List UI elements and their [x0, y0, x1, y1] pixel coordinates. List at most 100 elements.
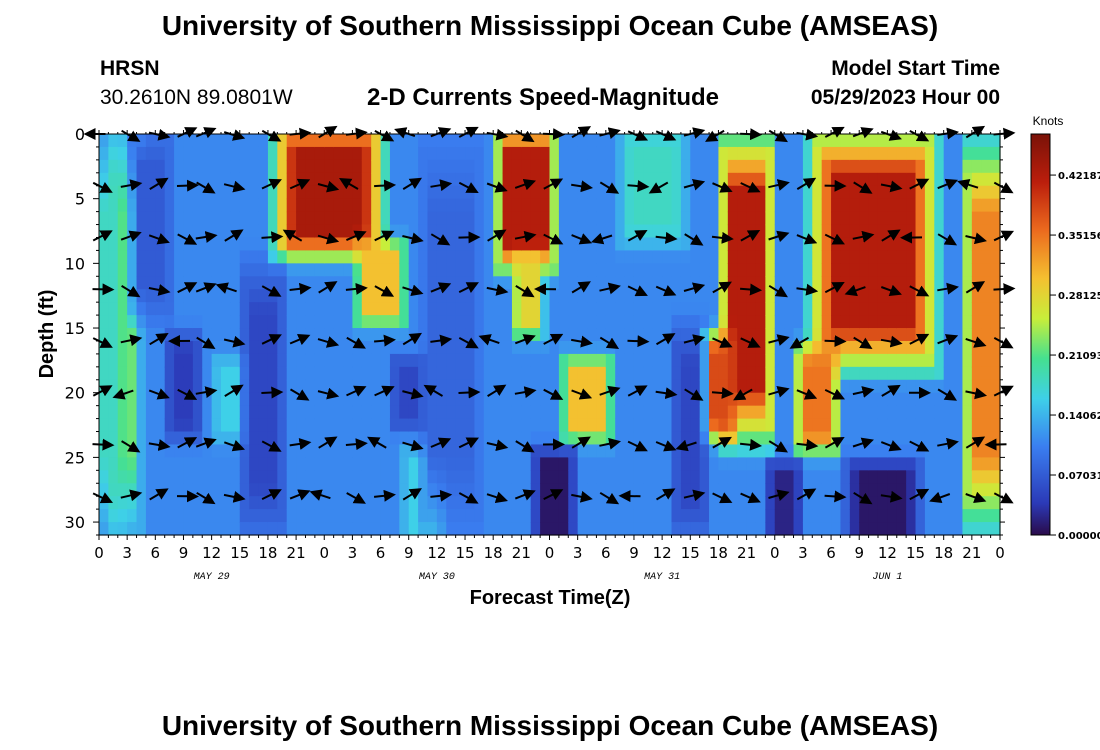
heatmap-cell: [455, 211, 466, 226]
heatmap-cell: [690, 302, 701, 316]
heatmap-cell: [540, 146, 551, 161]
heatmap-cell: [906, 224, 917, 239]
heatmap-cell: [896, 444, 907, 458]
current-arrow: [937, 282, 959, 295]
heatmap-cell: [230, 185, 241, 200]
x-tick-label: 3: [348, 544, 358, 562]
heatmap-cell: [474, 172, 485, 187]
heatmap-cell: [183, 159, 194, 174]
heatmap-cell: [774, 250, 785, 264]
x-tick-label: 12: [878, 544, 897, 562]
heatmap-cell: [652, 366, 663, 381]
heatmap-cell: [221, 366, 231, 381]
heatmap-cell: [896, 366, 907, 381]
heatmap-cell: [953, 366, 964, 381]
heatmap-cell: [633, 353, 644, 368]
heatmap-cell: [784, 146, 795, 161]
y-tick-label: 20: [65, 384, 85, 403]
heatmap-cell: [943, 302, 954, 316]
heatmap-cell: [164, 146, 175, 161]
heatmap-cell: [530, 496, 541, 510]
heatmap-cell: [427, 392, 438, 407]
heatmap-cell: [615, 185, 626, 200]
heatmap-cell: [887, 457, 898, 471]
heatmap-cell: [662, 224, 673, 239]
heatmap-cell: [502, 444, 513, 458]
heatmap-cell: [802, 496, 813, 510]
heatmap-cell: [230, 237, 241, 252]
heatmap-cell: [221, 405, 231, 420]
heatmap-cell: [990, 198, 1001, 213]
heatmap-cell: [483, 457, 494, 471]
heatmap-cell: [427, 211, 438, 226]
heatmap-cell: [615, 211, 626, 226]
heatmap-cell: [802, 302, 813, 316]
heatmap-cell: [305, 405, 316, 420]
heatmap-cell: [877, 522, 888, 536]
heatmap-cell: [540, 289, 551, 303]
heatmap-cell: [483, 418, 494, 433]
heatmap-cell: [981, 457, 992, 471]
heatmap-cell: [239, 444, 250, 458]
heatmap-cell: [587, 431, 598, 446]
current-arrow: [402, 177, 423, 190]
heatmap-cell: [511, 366, 522, 381]
heatmap-cell: [277, 496, 288, 510]
heatmap-cell: [127, 379, 138, 394]
current-arrow: [215, 282, 237, 294]
heatmap-cell: [784, 431, 795, 446]
heatmap-cell: [174, 250, 185, 264]
heatmap-cell: [943, 340, 954, 355]
heatmap-cell: [343, 483, 354, 497]
current-arrow: [627, 440, 648, 452]
heatmap-cell: [680, 509, 691, 523]
heatmap-cell: [333, 237, 344, 252]
heatmap-cell: [221, 470, 231, 484]
heatmap-cell: [981, 172, 992, 187]
heatmap-cell: [605, 263, 616, 277]
heatmap-cell: [145, 224, 156, 239]
current-arrow: [430, 282, 452, 294]
heatmap-cell: [211, 224, 222, 239]
heatmap-cell: [643, 224, 654, 239]
heatmap-cell: [418, 379, 429, 394]
heatmap-cell: [164, 379, 175, 394]
heatmap-cell: [896, 185, 907, 200]
heatmap-cell: [727, 134, 738, 148]
heatmap-cell: [286, 353, 297, 368]
heatmap-cell: [765, 263, 776, 277]
heatmap-cell: [868, 146, 879, 161]
heatmap-cell: [624, 224, 635, 239]
heatmap-cell: [511, 522, 522, 536]
current-arrow: [478, 334, 500, 346]
heatmap-cell: [877, 444, 888, 458]
heatmap-cell: [192, 198, 203, 213]
heatmap-cell: [249, 379, 260, 394]
heatmap-cell: [511, 185, 522, 200]
heatmap-cell: [389, 134, 400, 148]
heatmap-cell: [765, 276, 776, 290]
heatmap-cell: [718, 392, 729, 407]
heatmap-cell: [540, 418, 551, 433]
heatmap-cell: [136, 172, 147, 187]
heatmap-cell: [427, 237, 438, 252]
heatmap-cell: [249, 457, 260, 471]
heatmap-cell: [981, 250, 992, 264]
heatmap-cell: [924, 185, 935, 200]
heatmap-cell: [211, 159, 222, 174]
heatmap-cell: [934, 134, 945, 148]
current-arrow: [514, 230, 537, 243]
heatmap-cell: [793, 211, 804, 226]
heatmap-cell: [502, 159, 513, 174]
heatmap-cell: [934, 224, 945, 239]
current-arrow: [458, 386, 481, 399]
heatmap-cell: [408, 431, 419, 446]
heatmap-cell: [831, 379, 842, 394]
heatmap-cell: [258, 224, 269, 239]
heatmap-cell: [230, 263, 241, 277]
heatmap-cell: [164, 185, 175, 200]
heatmap-cell: [802, 224, 813, 239]
heatmap-cell: [371, 315, 382, 329]
heatmap-cell: [840, 276, 851, 290]
current-arrow: [852, 386, 875, 398]
